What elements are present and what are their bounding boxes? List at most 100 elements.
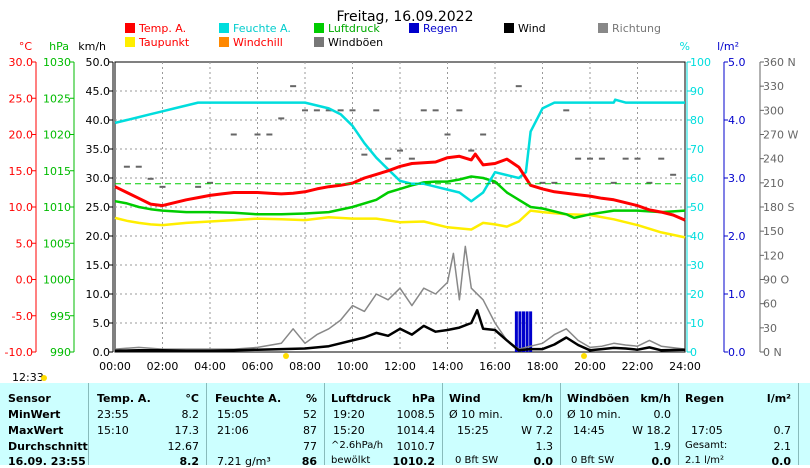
y-tick-label-wind: 5.0 bbox=[93, 317, 111, 330]
y-tick-label-humidity: 20 bbox=[690, 288, 704, 301]
hdr-pressure: Luftdruck bbox=[331, 392, 391, 405]
direction-point bbox=[123, 165, 130, 168]
y-tick-label-direction: 360 N bbox=[763, 56, 796, 69]
wind-avg-val: 1.3 bbox=[535, 440, 554, 453]
wind-max-val: W 7.2 bbox=[521, 424, 553, 437]
gust-min-info: Ø 10 min. bbox=[567, 408, 621, 421]
legend-label: Temp. A. bbox=[138, 22, 186, 35]
hum-cur-abs: 7.21 g/m³ bbox=[217, 455, 271, 468]
hdr-sensor: Sensor bbox=[8, 392, 51, 405]
hdr-wind-unit: km/h bbox=[522, 392, 553, 405]
rain-total-val: 2.1 bbox=[773, 440, 792, 453]
direction-point bbox=[468, 149, 475, 152]
direction-point bbox=[598, 157, 605, 160]
hdr-rain-unit: l/m² bbox=[766, 392, 791, 405]
temp-min-val: 8.2 bbox=[181, 408, 200, 421]
legend-swatch bbox=[125, 23, 135, 33]
gust-max-val: W 18.2 bbox=[632, 424, 671, 437]
direction-point bbox=[622, 157, 629, 160]
y-tick-label-wind: 40.0 bbox=[86, 114, 111, 127]
direction-point bbox=[230, 133, 237, 136]
hdr-rain: Regen bbox=[685, 392, 725, 405]
col-wind: Wind km/h Ø 10 min. 0.0 15:25 W 7.2 1.3 … bbox=[442, 383, 561, 468]
wind-min-info: Ø 10 min. bbox=[449, 408, 503, 421]
col-temp: Temp. A. °C 23:55 8.2 15:10 17.3 12.67 8… bbox=[88, 383, 207, 468]
row-label-max: MaxWert bbox=[8, 424, 64, 437]
press-forecast: bewölkt bbox=[331, 455, 371, 466]
y-tick-label-direction: 330 bbox=[763, 80, 784, 93]
y-tick-label-direction: 90 O bbox=[763, 274, 789, 287]
direction-point bbox=[432, 109, 439, 112]
direction-point bbox=[290, 85, 297, 88]
y-tick-label-rain: 2.0 bbox=[728, 230, 746, 243]
direction-point bbox=[646, 181, 653, 184]
y-tick-label-direction: 120 bbox=[763, 249, 784, 262]
legend: Temp. A. Feuchte A. Luftdruck Regen Wind Rich… bbox=[125, 22, 661, 49]
direction-point bbox=[575, 157, 582, 160]
y-tick-label-wind: 45.0 bbox=[86, 85, 111, 98]
press-trend: ^2.6hPa/h bbox=[331, 440, 384, 451]
direction-point bbox=[373, 109, 380, 112]
col-edge bbox=[798, 383, 810, 465]
direction-point bbox=[278, 117, 285, 120]
y-tick-label-wind: 50.0 bbox=[86, 56, 111, 69]
direction-point bbox=[361, 153, 368, 156]
col-rain: Regen l/m² 17:05 0.7 Gesamt: 2.1 2.1 l/m… bbox=[678, 383, 799, 468]
y-tick-label-rain: 5.0 bbox=[728, 56, 746, 69]
y-tick-label-wind: 15.0 bbox=[86, 259, 111, 272]
y-tick-label-direction: 0 N bbox=[763, 346, 782, 359]
wind-min-val: 0.0 bbox=[535, 408, 554, 421]
direction-point bbox=[349, 109, 356, 112]
direction-point bbox=[610, 181, 617, 184]
direction-point bbox=[313, 109, 320, 112]
hdr-gusts-unit: km/h bbox=[640, 392, 671, 405]
y-tick-label-pressure: 990 bbox=[50, 346, 71, 359]
rain-bar bbox=[514, 311, 518, 352]
direction-point bbox=[634, 157, 641, 160]
sun-icon bbox=[41, 375, 47, 381]
direction-point bbox=[195, 185, 202, 188]
unit-temp: °C bbox=[19, 40, 33, 53]
hdr-pressure-unit: hPa bbox=[411, 392, 435, 405]
series-line-taupunkt bbox=[114, 209, 686, 239]
y-tick-label-pressure: 1005 bbox=[43, 237, 71, 250]
y-tick-label-direction: 270 W bbox=[763, 129, 798, 142]
press-max-val: 1014.4 bbox=[396, 424, 436, 437]
direction-point bbox=[325, 109, 332, 112]
direction-point bbox=[254, 133, 261, 136]
direction-point bbox=[456, 109, 463, 112]
x-tick-label: 02:00 bbox=[147, 360, 179, 373]
y-tick-label-wind: 30.0 bbox=[86, 172, 111, 185]
y-tick-label-temp: 5.0 bbox=[16, 237, 34, 250]
legend-label: Feuchte A. bbox=[233, 22, 291, 35]
hum-max-val: 87 bbox=[303, 424, 317, 437]
y-tick-label-wind: 0.0 bbox=[93, 346, 111, 359]
y-tick-label-direction: 210 bbox=[763, 177, 784, 190]
legend-swatch bbox=[598, 23, 608, 33]
direction-point bbox=[539, 181, 546, 184]
rain-bar bbox=[529, 311, 533, 352]
axis-units: °C hPa km/h% l/m² bbox=[19, 40, 739, 53]
direction-point bbox=[397, 149, 403, 152]
y-tick-label-pressure: 995 bbox=[50, 310, 71, 323]
y-tick-label-wind: 10.0 bbox=[86, 288, 111, 301]
y-tick-label-temp: 20.0 bbox=[9, 129, 34, 142]
y-axes: 30.025.020.015.010.05.00.0-5.0-10.010301… bbox=[5, 56, 799, 359]
wind-direction-points bbox=[123, 85, 677, 188]
unit-pressure: hPa bbox=[49, 40, 69, 53]
gust-max-time: 14:45 bbox=[573, 424, 605, 437]
y-tick-label-wind: 20.0 bbox=[86, 230, 111, 243]
direction-point bbox=[420, 109, 427, 112]
legend-label: Windchill bbox=[233, 36, 283, 49]
direction-point bbox=[147, 177, 154, 180]
x-tick-label: 00:00 bbox=[99, 360, 131, 373]
y-tick-label-rain: 1.0 bbox=[728, 288, 746, 301]
hdr-temp: Temp. A. bbox=[97, 392, 151, 405]
legend-swatch bbox=[504, 23, 514, 33]
rain-cur-info: 2.1 l/m² bbox=[685, 455, 724, 466]
gust-min-val: 0.0 bbox=[653, 408, 672, 421]
sunset-icon bbox=[581, 353, 587, 359]
col-gusts: Windböen km/h Ø 10 min. 0.0 14:45 W 18.2… bbox=[560, 383, 679, 468]
press-min-time: 19:20 bbox=[333, 408, 365, 421]
row-label-current: 16.09. 23:55 bbox=[8, 455, 86, 468]
